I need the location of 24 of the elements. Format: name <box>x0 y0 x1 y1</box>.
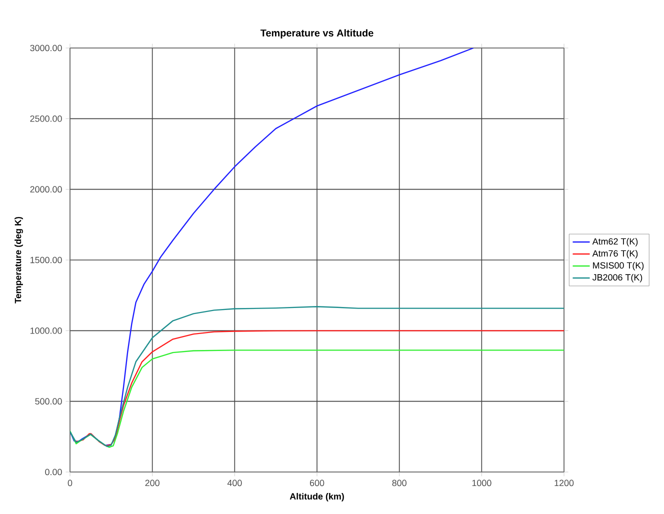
legend-label: MSIS00 T(K) <box>593 262 644 270</box>
x-axis-title: Altitude (km) <box>290 492 344 502</box>
y-axis-title: Temperature (deg K) <box>14 216 23 304</box>
legend-label: JB2006 T(K) <box>592 274 642 282</box>
y-tick-label: 2500.00 <box>30 115 62 122</box>
line-series <box>70 350 564 448</box>
y-tick-label: 500.00 <box>35 398 62 405</box>
x-tick-label: 400 <box>227 480 242 486</box>
legend-label: Atm62 T(K) <box>592 238 638 246</box>
x-tick-label: 1200 <box>554 480 574 486</box>
chart-title: Temperature vs Altitude <box>260 29 374 38</box>
y-tick-label: 1000.00 <box>30 327 62 334</box>
legend-label: Atm76 T(K) <box>592 250 638 258</box>
x-tick-label: 1000 <box>472 480 492 486</box>
x-tick-label: 200 <box>145 480 160 486</box>
y-tick-label: 2000.00 <box>30 186 62 193</box>
y-tick-label: 0.00 <box>45 468 62 476</box>
x-tick-label: 0 <box>68 480 72 486</box>
x-tick-label: 600 <box>310 480 324 486</box>
y-tick-label: 1500.00 <box>30 256 62 264</box>
x-tick-label: 800 <box>392 480 406 486</box>
y-tick-label: 3000.00 <box>30 44 62 52</box>
line-series <box>70 306 564 448</box>
line-series <box>74 330 564 446</box>
